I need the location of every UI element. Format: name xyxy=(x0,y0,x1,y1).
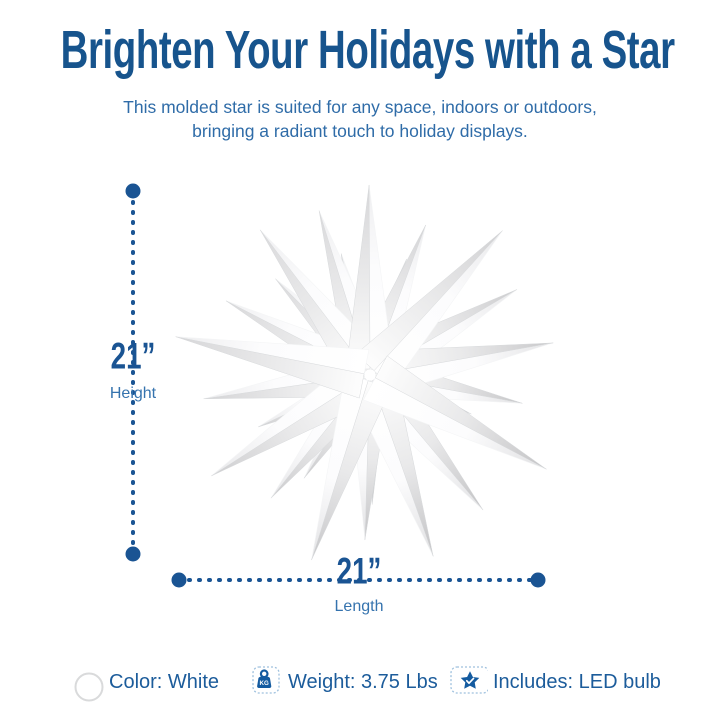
svg-text:KG: KG xyxy=(260,680,269,687)
